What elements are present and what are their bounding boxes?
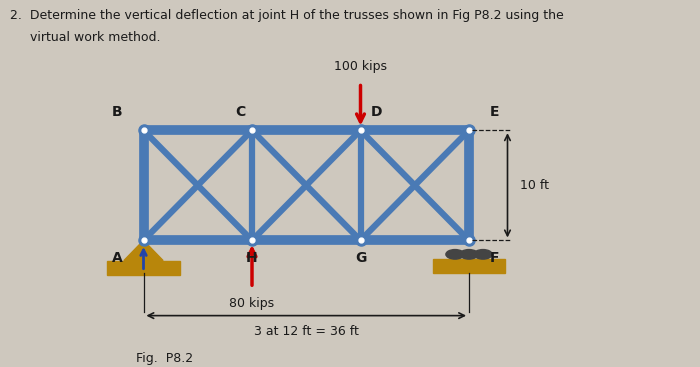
Text: 2.  Determine the vertical deflection at joint H of the trusses shown in Fig P8.: 2. Determine the vertical deflection at …	[10, 9, 564, 22]
Text: B: B	[112, 105, 122, 119]
Text: F: F	[490, 251, 500, 265]
Text: 3 at 12 ft = 36 ft: 3 at 12 ft = 36 ft	[254, 325, 358, 338]
Text: 80 kips: 80 kips	[230, 297, 274, 310]
Polygon shape	[107, 261, 180, 275]
Circle shape	[474, 250, 492, 259]
Text: G: G	[355, 251, 366, 265]
Text: virtual work method.: virtual work method.	[10, 31, 161, 44]
Circle shape	[446, 250, 464, 259]
Text: A: A	[112, 251, 122, 265]
Text: E: E	[490, 105, 500, 119]
Text: H: H	[246, 251, 258, 265]
Text: 100 kips: 100 kips	[334, 61, 387, 73]
Text: C: C	[235, 105, 246, 119]
Polygon shape	[433, 259, 505, 273]
Circle shape	[460, 250, 478, 259]
Text: D: D	[371, 105, 382, 119]
Text: 10 ft: 10 ft	[520, 179, 549, 192]
Text: Fig.  P8.2: Fig. P8.2	[136, 352, 194, 365]
Polygon shape	[124, 240, 163, 261]
